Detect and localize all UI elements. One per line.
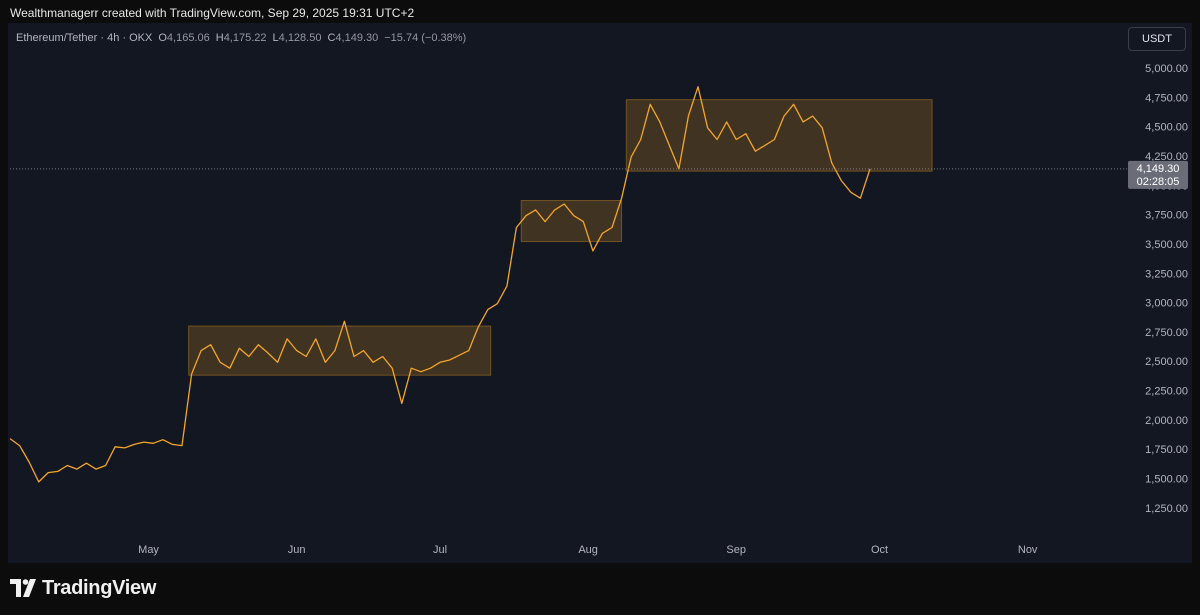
- ohlc-value: 4,175.22: [223, 32, 267, 44]
- x-tick-label: Jul: [433, 544, 447, 556]
- y-tick-label: 1,500.00: [1145, 474, 1188, 486]
- x-tick-label: Jun: [288, 544, 306, 556]
- chart-panel: [8, 23, 1192, 563]
- y-tick-label: 3,000.00: [1145, 298, 1188, 310]
- y-tick-label: 4,750.00: [1145, 92, 1188, 104]
- y-tick-label: 3,750.00: [1145, 210, 1188, 222]
- y-tick-label: 1,250.00: [1145, 503, 1188, 515]
- x-tick-label: Aug: [578, 544, 598, 556]
- y-tick-label: 2,500.00: [1145, 356, 1188, 368]
- y-tick-label: 2,250.00: [1145, 386, 1188, 398]
- ohlc-value: 4,165.06: [166, 32, 210, 44]
- y-tick-label: 4,500.00: [1145, 122, 1188, 134]
- logo: [10, 579, 36, 597]
- range-zone: [520, 199, 623, 243]
- currency-button[interactable]: USDT: [1128, 27, 1186, 51]
- y-tick-label: 3,250.00: [1145, 268, 1188, 280]
- ohlc-key: C: [327, 32, 336, 44]
- y-tick-label: 2,000.00: [1145, 415, 1188, 427]
- y-tick-label: 4,250.00: [1145, 151, 1188, 163]
- brand: TradingView: [42, 577, 157, 599]
- y-tick-label: 2,750.00: [1145, 327, 1188, 339]
- last-price-box: [1128, 160, 1188, 189]
- y-tick-label: 1,750.00: [1145, 444, 1188, 456]
- y-tick-label: 5,000.00: [1145, 63, 1188, 75]
- x-tick-label: Sep: [726, 544, 746, 556]
- legend: Ethereum/Tether · 4h · OKX O4,165.06 H4,17…: [16, 32, 466, 44]
- symbol: Ethereum/Tether · 4h · OKX: [16, 32, 153, 44]
- ohlc-key: L: [272, 32, 279, 44]
- range-zone: [188, 325, 492, 376]
- x-tick-label: Nov: [1018, 544, 1038, 556]
- ohlc-key: O: [158, 32, 167, 44]
- change: −15.74 (−0.38%): [384, 32, 467, 44]
- credit: Wealthmanagerr created with TradingView.…: [10, 6, 415, 20]
- ohlc: O4,165.06 H4,175.22 L4,128.50 C4,149.30: [152, 32, 378, 44]
- countdown: 02:28:05: [1137, 176, 1180, 188]
- ohlc-value: 4,149.30: [335, 32, 379, 44]
- x-tick-label: Oct: [871, 544, 888, 556]
- ohlc-key: H: [215, 32, 224, 44]
- last-price-label: 4,149.30: [1137, 163, 1180, 175]
- range-zone: [625, 99, 933, 172]
- y-tick-label: 3,500.00: [1145, 239, 1188, 251]
- ohlc-value: 4,128.50: [278, 32, 322, 44]
- x-tick-label: May: [138, 544, 159, 556]
- price-line: [9, 86, 871, 483]
